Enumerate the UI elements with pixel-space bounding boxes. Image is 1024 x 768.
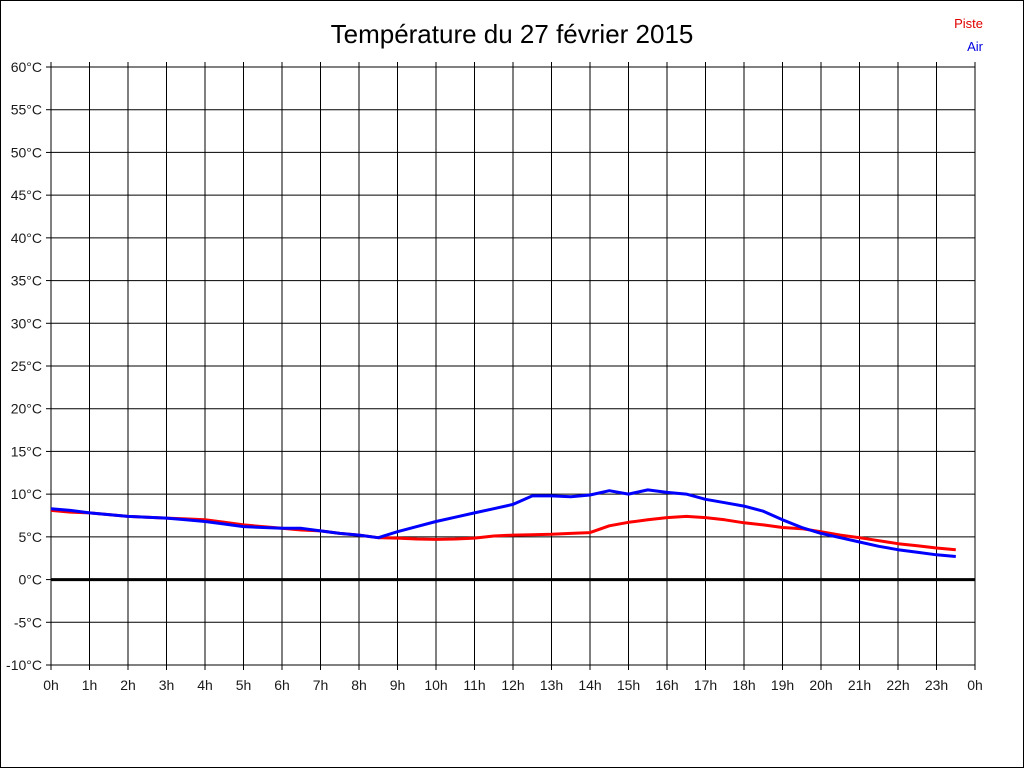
y-tick-label: 5°C (19, 529, 43, 545)
x-tick-label: 16h (655, 677, 678, 693)
y-tick-label: 30°C (11, 315, 42, 331)
x-tick-label: 8h (351, 677, 367, 693)
y-tick-label: 0°C (19, 572, 43, 588)
x-tick-label: 0h (967, 677, 983, 693)
y-tick-label: -10°C (6, 657, 42, 673)
x-tick-label: 17h (694, 677, 717, 693)
x-tick-label: 14h (578, 677, 601, 693)
y-tick-label: 45°C (11, 187, 42, 203)
x-tick-label: 23h (925, 677, 948, 693)
x-tick-label: 20h (809, 677, 832, 693)
y-tick-label: 50°C (11, 144, 42, 160)
chart-title: Température du 27 février 2015 (330, 19, 694, 49)
x-tick-label: 12h (501, 677, 524, 693)
legend-item-piste: Piste (954, 16, 983, 31)
x-tick-label: 2h (120, 677, 136, 693)
x-tick-label: 13h (540, 677, 563, 693)
x-tick-label: 0h (43, 677, 59, 693)
y-tick-label: 40°C (11, 230, 42, 246)
y-tick-label: -5°C (14, 614, 42, 630)
x-tick-label: 5h (236, 677, 252, 693)
chart-legend: Piste Air (954, 12, 983, 58)
x-tick-label: 1h (82, 677, 98, 693)
y-tick-label: 25°C (11, 358, 42, 374)
x-tick-label: 10h (424, 677, 447, 693)
y-tick-label: 60°C (11, 59, 42, 75)
y-tick-label: 20°C (11, 401, 42, 417)
x-tick-label: 11h (463, 677, 485, 693)
series-line-air (50, 488, 956, 558)
y-tick-label: 15°C (11, 443, 42, 459)
x-tick-label: 9h (390, 677, 406, 693)
y-tick-label: 55°C (11, 102, 42, 118)
y-tick-label: 10°C (11, 486, 42, 502)
x-tick-label: 21h (848, 677, 871, 693)
x-tick-label: 19h (771, 677, 794, 693)
x-tick-label: 15h (617, 677, 640, 693)
y-tick-label: 35°C (11, 273, 42, 289)
x-tick-label: 3h (159, 677, 175, 693)
x-tick-label: 4h (197, 677, 213, 693)
x-tick-label: 22h (886, 677, 909, 693)
series-line-piste (50, 508, 956, 552)
plot-frame (50, 66, 976, 666)
legend-item-air: Air (967, 39, 983, 54)
x-tick-label: 7h (313, 677, 329, 693)
x-tick-label: 6h (274, 677, 290, 693)
x-tick-label: 18h (732, 677, 755, 693)
